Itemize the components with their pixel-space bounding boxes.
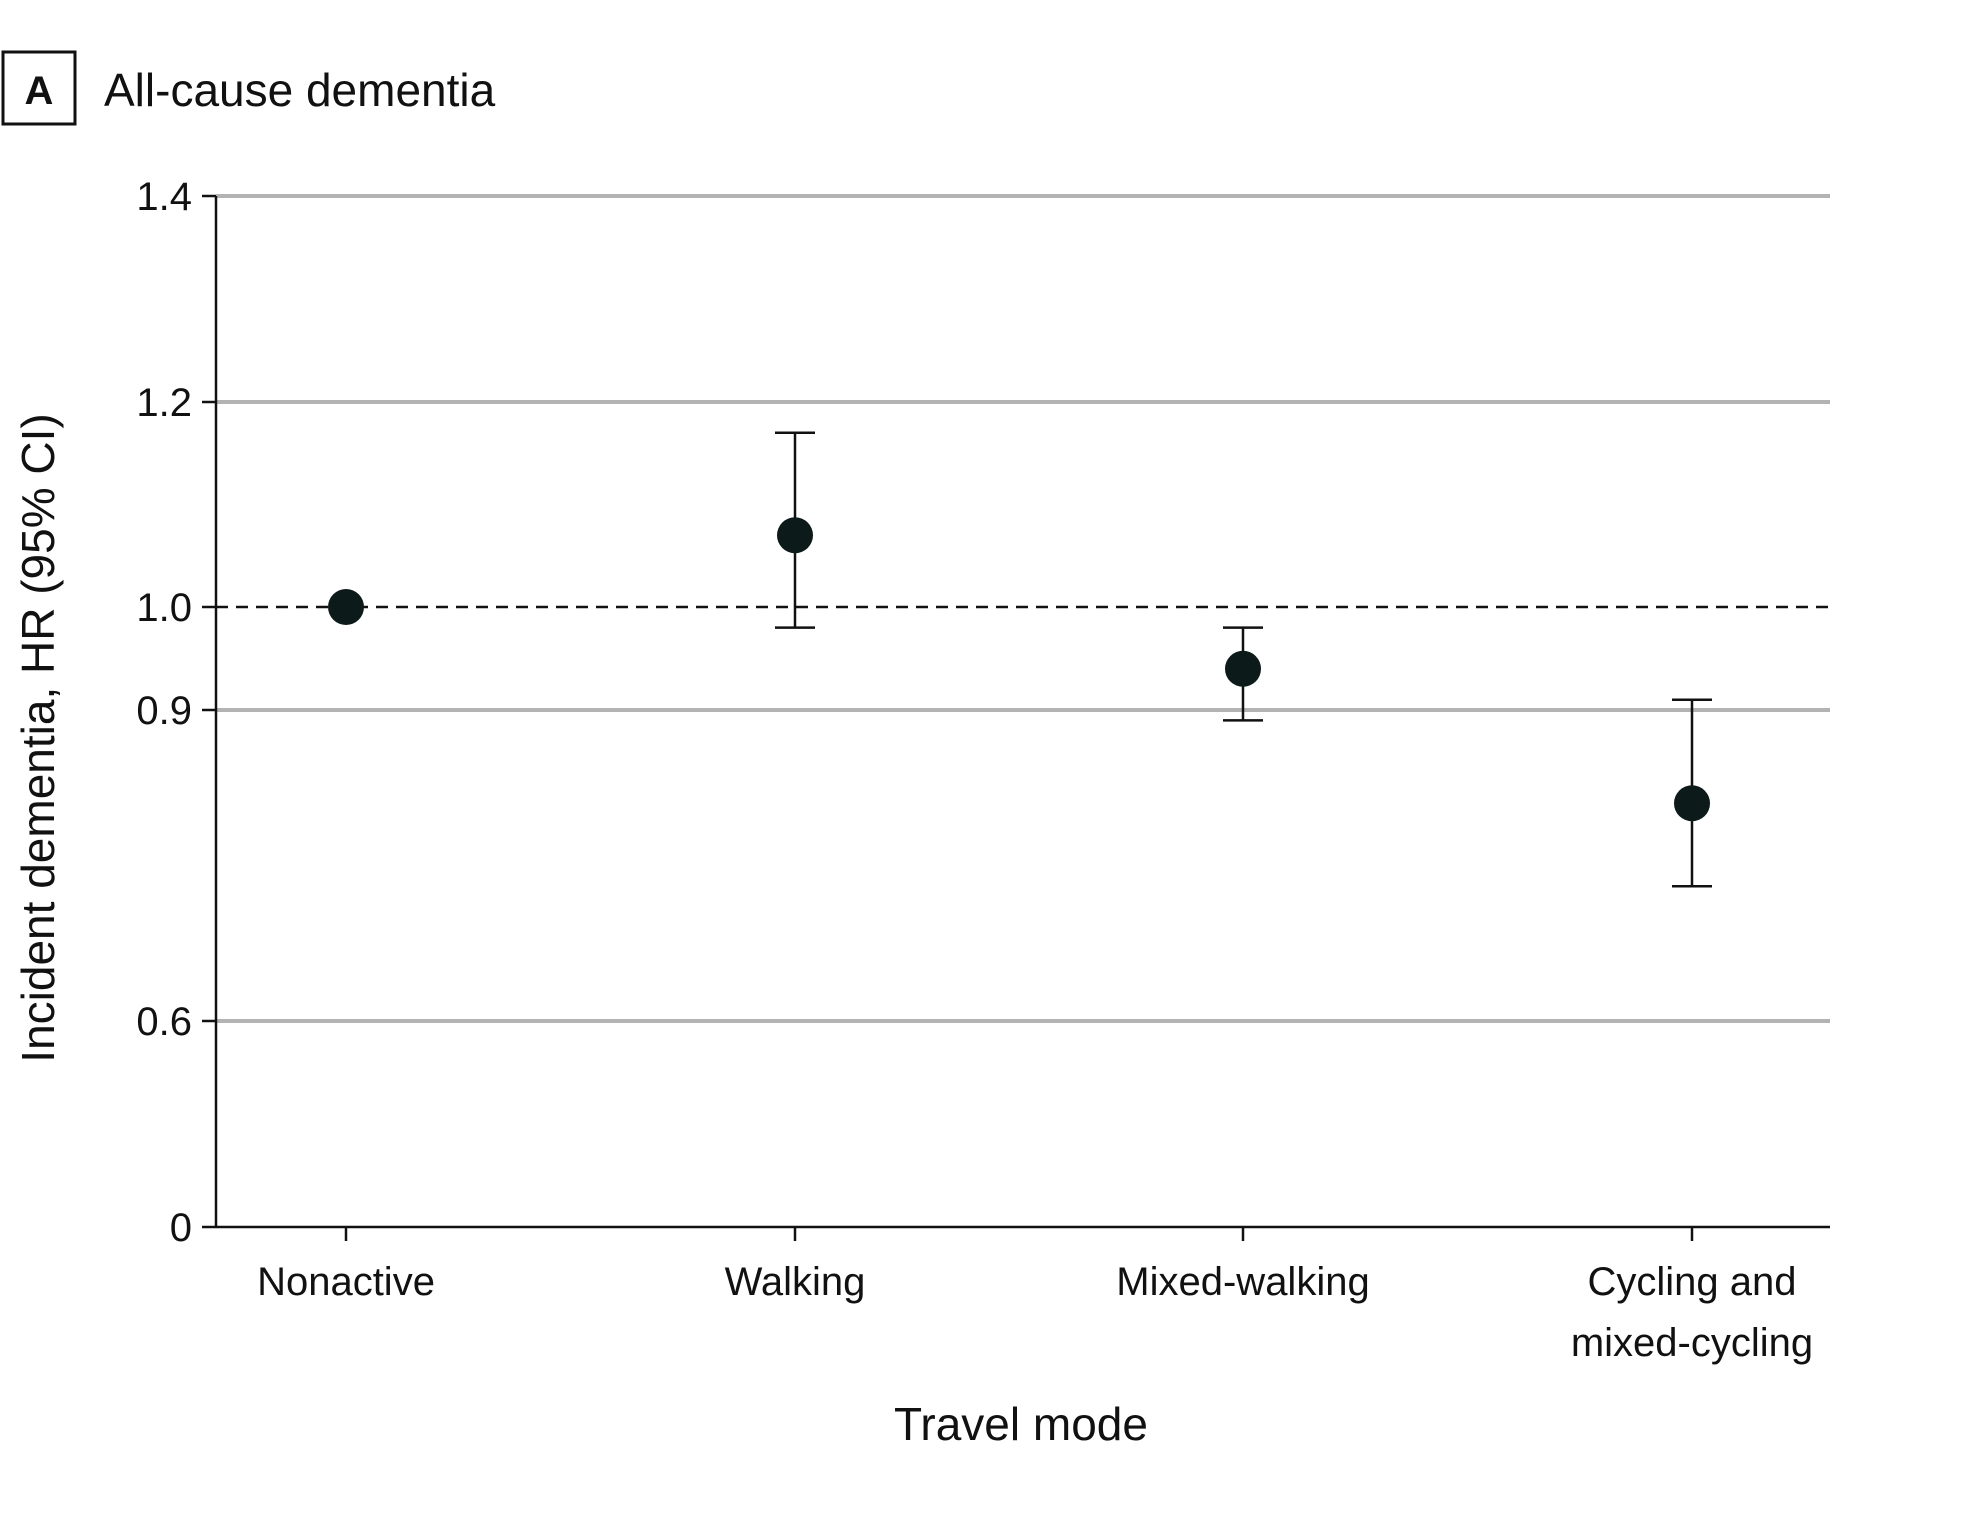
y-tick-label: 1.0 bbox=[136, 586, 192, 630]
x-axis-title: Travel mode bbox=[894, 1398, 1148, 1450]
panel-header: A All-cause dementia bbox=[1, 50, 496, 126]
x-tick-label: Walking bbox=[725, 1260, 866, 1304]
y-tick-label: 0 bbox=[170, 1206, 192, 1250]
data-marks bbox=[328, 431, 1712, 888]
x-tick-label-line: Nonactive bbox=[257, 1260, 435, 1304]
y-tick-label: 0.6 bbox=[136, 1000, 192, 1044]
grid-lines bbox=[216, 194, 1830, 1023]
axis-labels: 0 0.6 0.9 1.0 1.2 1.4 Nonactive Walking Mixed-wa… bbox=[12, 175, 1813, 1450]
x-tick-label-line: Mixed-walking bbox=[1116, 1260, 1369, 1304]
x-tick-label: Cycling and mixed-cycling bbox=[1571, 1260, 1813, 1365]
x-tick-label: Mixed-walking bbox=[1116, 1260, 1369, 1304]
y-tick-label: 0.9 bbox=[136, 689, 192, 733]
y-tick-label: 1.4 bbox=[136, 175, 192, 219]
x-tick-label: Nonactive bbox=[257, 1260, 435, 1304]
axes bbox=[202, 194, 1830, 1241]
x-tick-label-line: Cycling and bbox=[1587, 1260, 1796, 1304]
panel-letter-box bbox=[1, 50, 77, 126]
y-axis-title: Incident dementia, HR (95% CI) bbox=[12, 413, 64, 1062]
x-tick-label-line: Walking bbox=[725, 1260, 866, 1304]
data-point bbox=[1225, 650, 1261, 687]
x-tick-label-line: mixed-cycling bbox=[1571, 1321, 1813, 1365]
data-point bbox=[1674, 785, 1710, 822]
panel-letter: A bbox=[25, 69, 54, 113]
data-point bbox=[777, 517, 813, 554]
data-point bbox=[328, 589, 364, 625]
y-tick-label: 1.2 bbox=[136, 381, 192, 425]
panel-title: All-cause dementia bbox=[104, 64, 496, 116]
